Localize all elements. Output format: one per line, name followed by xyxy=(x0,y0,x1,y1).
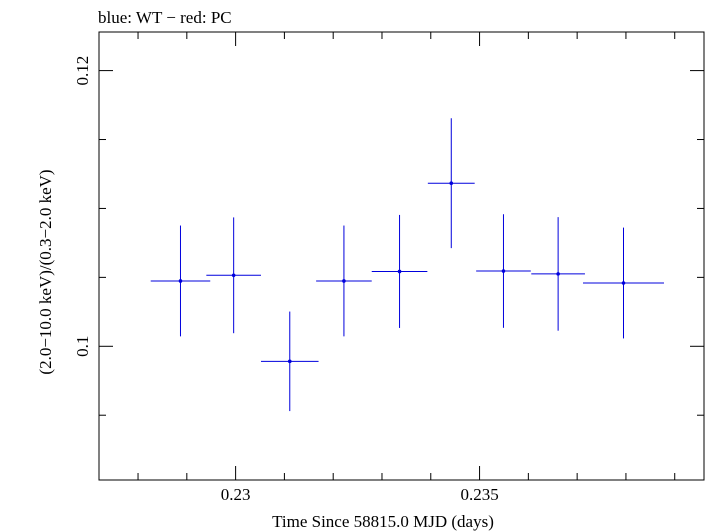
data-point xyxy=(316,225,372,337)
point-marker xyxy=(178,279,183,283)
point-marker xyxy=(342,279,346,283)
point-marker xyxy=(397,269,402,274)
data-point xyxy=(206,217,261,334)
point-marker xyxy=(231,273,236,278)
x-tick-label: 0.235 xyxy=(460,485,498,504)
data-point xyxy=(531,217,585,331)
plot-frame xyxy=(98,31,705,481)
data-point xyxy=(583,227,664,339)
y-tick-label: 0.1 xyxy=(73,336,92,357)
y-axis-label: (2.0−10.0 keV)/(0.3−2.0 keV) xyxy=(36,169,55,374)
point-marker xyxy=(287,359,292,364)
data-point xyxy=(427,118,475,249)
point-marker xyxy=(501,269,506,273)
point-marker xyxy=(556,272,560,276)
y-tick-label: 0.12 xyxy=(73,56,92,86)
data-point xyxy=(371,214,428,328)
x-tick-labels: 0.23 0.235 xyxy=(221,485,499,504)
data-point xyxy=(260,311,319,412)
data-point xyxy=(476,214,531,328)
chart-title: blue: WT − red: PC xyxy=(98,8,232,27)
data-points xyxy=(150,118,664,412)
point-marker xyxy=(621,281,626,285)
x-axis-label: Time Since 58815.0 MJD (days) xyxy=(272,512,494,531)
data-point xyxy=(150,225,211,337)
y-tick-labels: 0.1 0.12 xyxy=(73,56,92,357)
axis-ticks xyxy=(99,32,704,480)
x-tick-label: 0.23 xyxy=(221,485,251,504)
point-marker xyxy=(449,181,454,186)
